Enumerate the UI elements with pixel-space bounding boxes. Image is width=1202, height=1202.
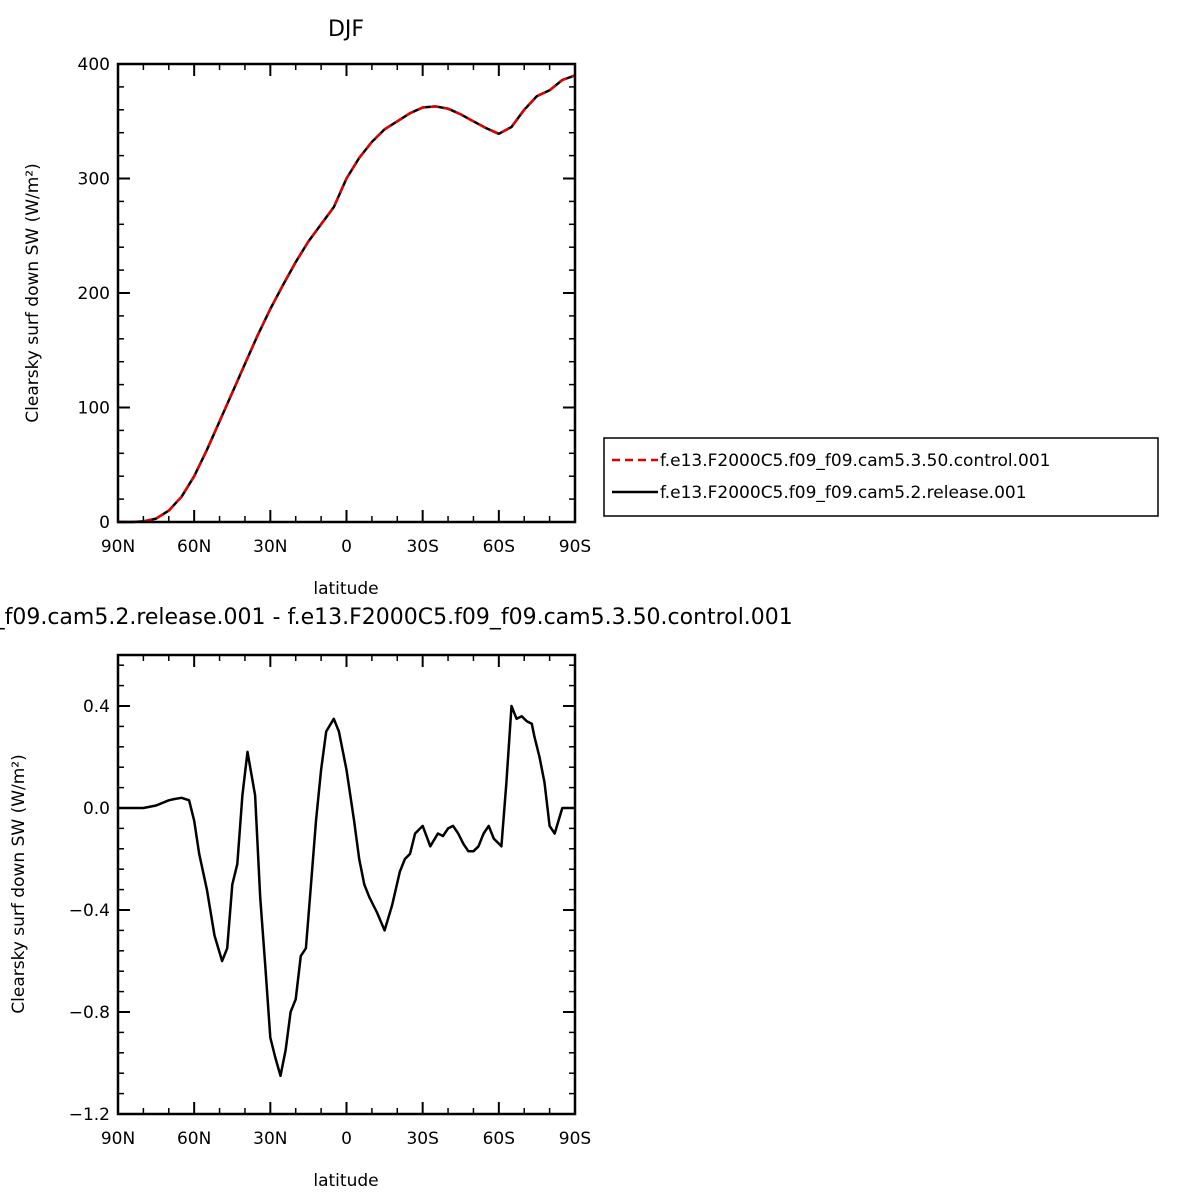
bottom-y-tick-label: −1.2: [69, 1105, 110, 1125]
top-series-line-1: [118, 74, 576, 524]
bottom-x-tick-label: 60S: [483, 1129, 515, 1149]
top-series-line-0: [118, 74, 576, 524]
bottom-x-axis-label: latitude: [313, 1171, 378, 1191]
top-y-tick-label: 100: [78, 399, 110, 419]
bottom-ticks: 90N 60N 30N 0 30S 60S 90S −1.2 −0.8 −0.4 0.0 0.4: [69, 655, 591, 1149]
bottom-panel: f.e13.F2000C5.f09_f09.cam5.2.release.001…: [0, 605, 793, 1191]
top-x-tick-label: 30S: [406, 537, 438, 557]
bottom-y-tick-label: 0.0: [83, 799, 110, 819]
top-x-tick-label: 90N: [101, 537, 135, 557]
bottom-series-line-0: [118, 704, 575, 1078]
bottom-x-tick-label: 90N: [101, 1129, 135, 1149]
legend: f.e13.F2000C5.f09_f09.cam5.3.50.control.…: [603, 437, 1159, 517]
top-x-tick-label: 60S: [483, 537, 515, 557]
top-x-tick-label: 60N: [177, 537, 211, 557]
bottom-x-tick-label: 0: [341, 1129, 352, 1149]
top-panel: DJF 90N 60N 30N 0 30S 60S 90S 0 100 200 300 400 lat…: [23, 17, 1159, 599]
top-y-tick-label: 200: [78, 284, 110, 304]
bottom-plot-frame: [116, 653, 577, 1116]
bottom-x-tick-label: 30N: [253, 1129, 287, 1149]
bottom-x-tick-label: 60N: [177, 1129, 211, 1149]
top-x-tick-label: 90S: [559, 537, 591, 557]
top-y-axis-label: Clearsky surf down SW (W/m²): [23, 163, 43, 422]
top-y-tick-label: 0: [99, 513, 110, 533]
top-chart-title: DJF: [328, 17, 364, 42]
top-y-tick-label: 300: [78, 170, 110, 190]
bottom-y-tick-label: 0.4: [83, 697, 110, 717]
bottom-y-axis-label: Clearsky surf down SW (W/m²): [9, 754, 29, 1013]
top-x-tick-label: 30N: [253, 537, 287, 557]
top-plot-frame: [116, 62, 577, 524]
top-x-tick-label: 0: [341, 537, 352, 557]
legend-box: [603, 437, 1159, 517]
legend-label-control: f.e13.F2000C5.f09_f09.cam5.3.50.control.…: [660, 451, 1051, 471]
top-ticks: 90N 60N 30N 0 30S 60S 90S 0 100 200 300 400: [78, 55, 592, 557]
top-series-group: [118, 74, 576, 524]
bottom-y-tick-label: −0.8: [69, 1003, 110, 1023]
top-x-axis-label: latitude: [313, 579, 378, 599]
bottom-y-tick-label: −0.4: [69, 901, 110, 921]
bottom-chart-title: f.e13.F2000C5.f09_f09.cam5.2.release.001…: [0, 605, 793, 630]
top-y-tick-label: 400: [78, 55, 110, 75]
bottom-series-group: [118, 704, 575, 1078]
legend-label-release: f.e13.F2000C5.f09_f09.cam5.2.release.001: [660, 483, 1027, 503]
bottom-x-tick-label: 90S: [559, 1129, 591, 1149]
bottom-x-tick-label: 30S: [406, 1129, 438, 1149]
